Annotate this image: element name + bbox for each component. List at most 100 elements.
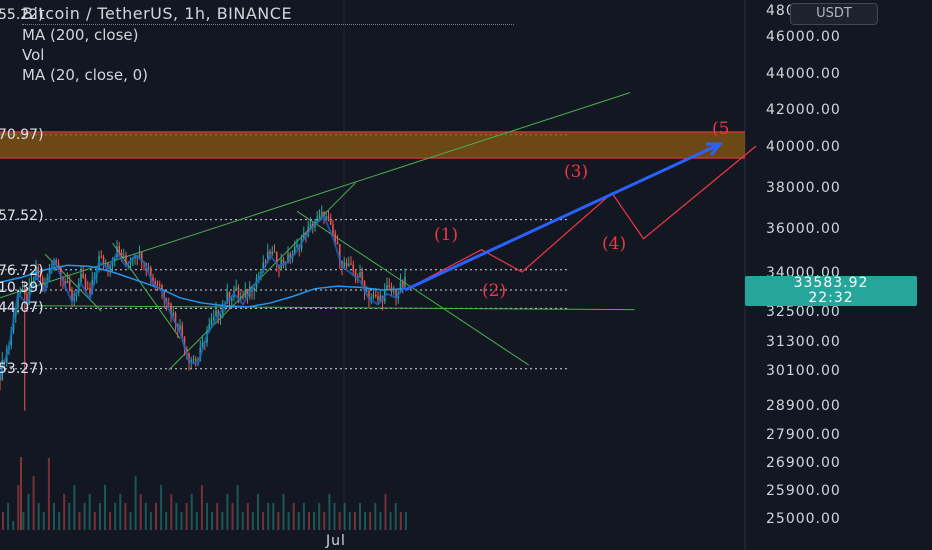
y-tick-label: 25000.00: [766, 511, 841, 527]
volume-legend[interactable]: Vol: [22, 46, 45, 64]
candle-body: [343, 262, 346, 268]
y-tick-label: 27900.00: [766, 427, 841, 443]
candle-body: [404, 276, 406, 288]
volume-bar: [364, 512, 367, 530]
volume-bar: [98, 503, 101, 530]
candle-body: [271, 251, 274, 255]
candle-body: [242, 296, 244, 298]
candle-body: [84, 278, 87, 288]
candle-body: [336, 241, 339, 245]
candle-body: [287, 253, 289, 263]
volume-bar: [282, 494, 285, 530]
candle-body: [228, 292, 231, 301]
candle-body: [100, 256, 103, 258]
y-tick-label: 38000.00: [766, 180, 841, 196]
candle-body: [104, 263, 107, 265]
candle-body: [347, 263, 350, 267]
candle-body: [401, 282, 404, 288]
volume-bar: [384, 494, 387, 530]
candle-body: [280, 259, 283, 269]
candle-body: [172, 312, 175, 316]
x-tick-label: Jul: [325, 533, 346, 549]
candle-body: [296, 244, 298, 247]
candle-body: [264, 262, 267, 264]
candle-body: [210, 319, 213, 325]
chart-legend: Bitcoin / TetherUS, 1h, BINANCE MA (200,…: [22, 4, 514, 85]
ma20-legend[interactable]: MA (20, close, 0): [22, 66, 149, 84]
volume-bar: [78, 512, 81, 530]
candle-body: [179, 325, 181, 330]
volume-bar: [313, 512, 316, 530]
candle-body: [158, 285, 161, 287]
volume-bar: [88, 494, 91, 530]
candle-body: [194, 359, 197, 362]
candle-body: [334, 233, 337, 242]
currency-button[interactable]: USDT: [790, 3, 878, 25]
candle-body: [262, 262, 265, 273]
candle-body: [309, 223, 312, 227]
candle-body: [293, 246, 296, 254]
candle-body: [307, 226, 310, 237]
volume-bar: [73, 485, 76, 530]
level-label: 55.22): [0, 7, 44, 23]
candle-body: [244, 290, 247, 298]
volume-bar: [251, 512, 254, 530]
level-label: 76.72): [0, 263, 44, 279]
volume-bar: [104, 485, 106, 530]
candle-body: [363, 280, 366, 292]
last-price-tag: 33583.92 22:32: [745, 276, 917, 306]
volume-bar: [379, 512, 382, 530]
volume-bar: [333, 503, 336, 530]
volume-bar: [394, 503, 397, 530]
candle-body: [219, 314, 222, 317]
candle-body: [44, 284, 46, 286]
trendline: [33, 305, 635, 311]
ma200-legend[interactable]: MA (200, close): [22, 26, 139, 44]
candle-body: [89, 287, 91, 294]
candle-body: [30, 282, 33, 287]
candle-body: [107, 263, 109, 270]
candle-body: [275, 252, 278, 265]
volume-bar: [399, 512, 402, 530]
candle-body: [19, 292, 22, 294]
volume-bar: [109, 512, 112, 530]
volume-bar: [7, 503, 10, 530]
candle-body: [55, 260, 58, 264]
volume-bar: [180, 512, 183, 530]
volume-bar: [83, 503, 86, 530]
y-tick-label: 31300.00: [766, 334, 841, 350]
y-tick-label: 42000.00: [766, 102, 841, 118]
candle-body: [147, 267, 150, 269]
candle-body: [269, 251, 271, 255]
candle-body: [66, 281, 69, 284]
candle-body: [125, 255, 127, 264]
candle-body: [188, 353, 190, 363]
last-price-value: 33583.92: [793, 275, 869, 291]
volume-bar: [302, 503, 305, 530]
candle-body: [235, 287, 238, 291]
candle-body: [174, 312, 177, 324]
candle-body: [183, 336, 186, 349]
candle-body: [372, 294, 375, 298]
candle-body: [239, 296, 242, 298]
candle-body: [388, 285, 391, 288]
symbol-title[interactable]: Bitcoin / TetherUS, 1h, BINANCE: [22, 4, 514, 25]
volume-bar: [272, 503, 275, 530]
volume-bar: [2, 512, 4, 530]
wave-label: (2): [482, 281, 506, 301]
candle-body: [138, 251, 141, 259]
candle-body: [386, 285, 388, 290]
candle-body: [102, 256, 105, 265]
volume-bar: [32, 476, 35, 530]
volume-bar: [155, 503, 157, 530]
volume-bar: [53, 503, 55, 530]
candle-body: [345, 262, 348, 267]
candle-body: [323, 211, 325, 218]
candle-body: [361, 271, 364, 281]
volume-bar: [348, 512, 351, 530]
volume-bar: [93, 512, 96, 530]
volume-bar: [160, 485, 163, 530]
candle-body: [59, 266, 62, 278]
